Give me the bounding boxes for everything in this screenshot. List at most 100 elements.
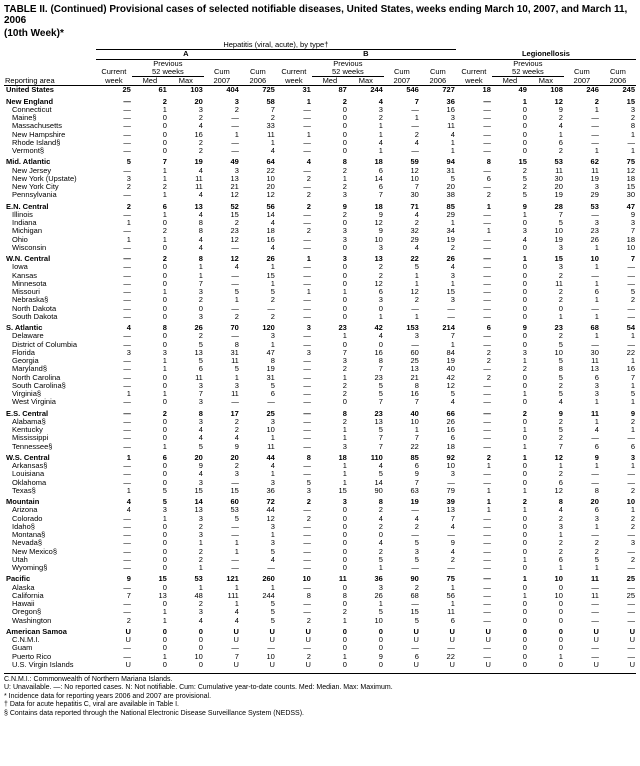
- data-cell: 3: [168, 106, 204, 114]
- data-cell: 6: [564, 443, 600, 451]
- data-cell: 18: [456, 86, 492, 95]
- data-cell: —: [600, 263, 636, 271]
- data-cell: 0: [492, 548, 528, 556]
- data-cell: 4: [168, 211, 204, 219]
- data-cell: 246: [564, 86, 600, 95]
- data-cell: 20: [420, 183, 456, 191]
- data-cell: 20: [168, 451, 204, 462]
- table-row: Colorado—1351220447—0232: [4, 515, 636, 523]
- data-cell: —: [96, 462, 132, 470]
- data-cell: 18: [600, 236, 636, 244]
- data-cell: 1: [492, 451, 528, 462]
- data-cell: 11: [564, 357, 600, 365]
- data-cell: U: [276, 661, 312, 669]
- data-cell: 5: [492, 175, 528, 183]
- data-cell: —: [456, 470, 492, 478]
- data-cell: 7: [348, 365, 384, 373]
- data-cell: 16: [420, 106, 456, 114]
- hdr-max-c: Max: [528, 77, 564, 86]
- data-cell: 0: [312, 539, 348, 547]
- data-cell: 1: [384, 280, 420, 288]
- data-cell: 0: [312, 600, 348, 608]
- data-cell: 18: [420, 443, 456, 451]
- data-cell: 0: [312, 122, 348, 130]
- data-cell: 3: [528, 263, 564, 271]
- data-cell: 1: [168, 272, 204, 280]
- data-cell: —: [96, 374, 132, 382]
- data-cell: 0: [312, 515, 348, 523]
- hdr-2007-c: 2007: [564, 77, 600, 86]
- data-cell: —: [276, 296, 312, 304]
- data-cell: 6: [348, 167, 384, 175]
- data-cell: —: [276, 167, 312, 175]
- data-cell: U: [420, 636, 456, 644]
- data-cell: —: [456, 122, 492, 130]
- table-row: Utah—02—4—0552—1652: [4, 556, 636, 564]
- data-cell: 0: [312, 398, 348, 406]
- data-cell: 1: [564, 418, 600, 426]
- data-cell: U: [564, 636, 600, 644]
- data-cell: 0: [132, 434, 168, 442]
- data-cell: 0: [348, 305, 384, 313]
- data-cell: 5: [204, 365, 240, 373]
- data-cell: 8: [276, 451, 312, 462]
- data-cell: 13: [168, 200, 204, 211]
- data-cell: 2: [600, 296, 636, 304]
- data-cell: —: [456, 407, 492, 418]
- data-cell: 244: [348, 86, 384, 95]
- data-cell: —: [456, 305, 492, 313]
- data-cell: 12: [600, 167, 636, 175]
- area-cell: New York City: [4, 183, 96, 191]
- data-cell: 9: [312, 200, 348, 211]
- data-cell: 1: [492, 556, 528, 564]
- data-cell: 3: [168, 479, 204, 487]
- data-cell: 1: [132, 390, 168, 398]
- data-cell: 42: [348, 321, 384, 332]
- data-cell: —: [276, 434, 312, 442]
- data-cell: 7: [348, 191, 384, 199]
- table-row: C.N.M.I.U00UUU00UUU00UU: [4, 636, 636, 644]
- data-cell: 0: [492, 539, 528, 547]
- data-cell: 0: [492, 531, 528, 539]
- data-cell: 2: [168, 147, 204, 155]
- data-cell: 12: [348, 219, 384, 227]
- data-cell: 94: [420, 155, 456, 166]
- data-cell: —: [204, 479, 240, 487]
- table-row: U.S. Virgin IslandsU00UUU00UUU00UU: [4, 661, 636, 669]
- data-cell: 1: [276, 131, 312, 139]
- data-cell: 7: [240, 106, 276, 114]
- data-cell: 15: [528, 252, 564, 263]
- data-cell: 2: [384, 584, 420, 592]
- data-cell: 0: [348, 625, 384, 636]
- data-cell: 4: [240, 219, 276, 227]
- data-cell: 103: [168, 86, 204, 95]
- data-cell: —: [276, 556, 312, 564]
- data-cell: U: [384, 636, 420, 644]
- data-cell: 3: [348, 584, 384, 592]
- data-cell: —: [276, 219, 312, 227]
- area-cell: New York (Upstate): [4, 175, 96, 183]
- data-cell: 5: [240, 617, 276, 625]
- data-cell: —: [456, 443, 492, 451]
- data-cell: 0: [492, 434, 528, 442]
- data-cell: —: [276, 357, 312, 365]
- data-cell: 23: [348, 374, 384, 382]
- table-row: Tennessee§—15911—372218—1766: [4, 443, 636, 451]
- data-cell: 5: [240, 600, 276, 608]
- data-cell: —: [96, 131, 132, 139]
- data-cell: —: [276, 539, 312, 547]
- area-cell: Alabama§: [4, 418, 96, 426]
- data-cell: 0: [132, 539, 168, 547]
- data-cell: 1: [240, 434, 276, 442]
- hdr-cur-b: [276, 59, 312, 68]
- data-cell: 1: [384, 272, 420, 280]
- table-row: Alaska—0111—0321—00——: [4, 584, 636, 592]
- data-cell: 3: [312, 252, 348, 263]
- data-cell: 19: [528, 191, 564, 199]
- data-cell: 5: [132, 487, 168, 495]
- data-cell: 39: [420, 495, 456, 506]
- data-cell: 4: [96, 506, 132, 514]
- data-cell: 8: [240, 357, 276, 365]
- data-cell: 0: [132, 131, 168, 139]
- data-cell: U: [96, 636, 132, 644]
